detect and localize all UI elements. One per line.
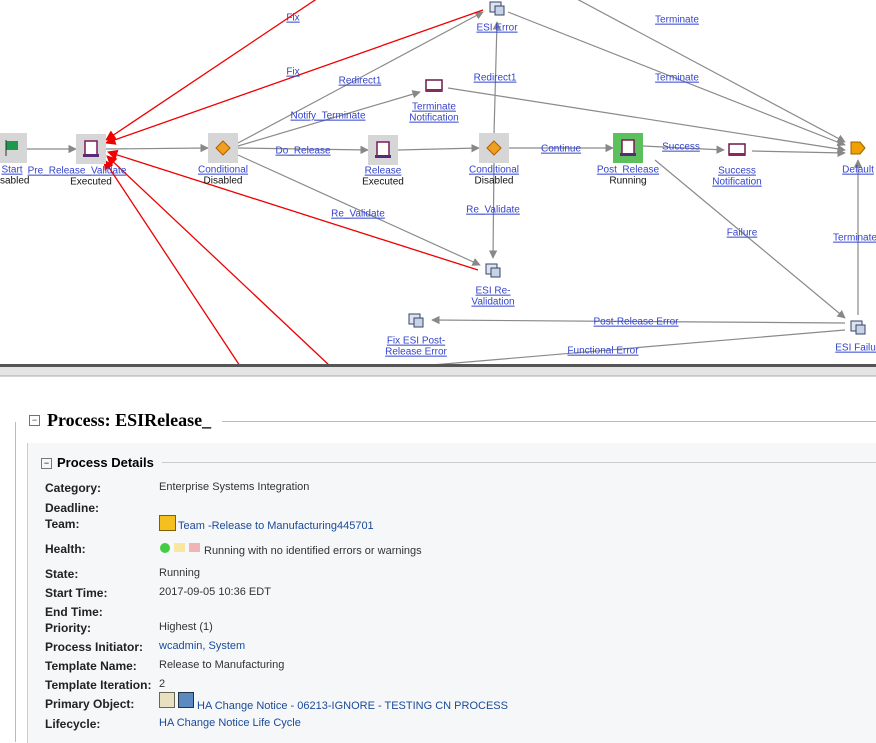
note-base xyxy=(729,153,745,156)
task-icon xyxy=(621,139,635,155)
error-edges xyxy=(103,0,484,367)
node-status: Executed xyxy=(70,177,112,188)
robot-icon2 xyxy=(855,324,866,335)
edge-label[interactable]: Failure xyxy=(727,228,758,239)
node-label[interactable]: Success xyxy=(718,166,756,177)
field-value[interactable]: wcadmin, System xyxy=(159,640,246,652)
field-label: Template Name: xyxy=(45,659,137,673)
field-label: Health: xyxy=(45,542,86,556)
node-label[interactable]: Conditional xyxy=(469,165,519,176)
task-icon xyxy=(376,141,390,157)
node-label[interactable]: Conditional xyxy=(198,165,248,176)
end-icon xyxy=(850,141,866,155)
node-label[interactable]: ESI Failure xyxy=(835,343,876,354)
node-status: Disabled xyxy=(475,176,514,187)
field-label: Category: xyxy=(45,481,102,495)
edge-label[interactable]: Continue xyxy=(541,144,581,155)
edge-label[interactable]: Do_Release xyxy=(275,146,330,157)
field-label: Template Iteration: xyxy=(45,678,152,692)
node-label[interactable]: ESI Error xyxy=(476,23,518,34)
flag-icon xyxy=(6,141,18,150)
edge-label[interactable]: Terminate xyxy=(655,15,699,26)
edge-label[interactable]: Redirect1 xyxy=(339,76,382,87)
cond-icon xyxy=(215,140,231,156)
field-value[interactable]: Team -Release to Manufacturing445701 xyxy=(178,520,374,532)
field-label: State: xyxy=(45,567,79,581)
task-base xyxy=(375,155,391,158)
field-value[interactable]: HA Change Notice Life Cycle xyxy=(159,717,301,729)
robot-icon2 xyxy=(490,267,501,278)
field-value: 2 xyxy=(159,678,166,690)
edge-label[interactable]: Terminate xyxy=(655,73,699,84)
cond-icon xyxy=(486,140,502,156)
node-label[interactable]: ESI Re- xyxy=(475,286,510,297)
node-status: Disabled xyxy=(204,176,243,187)
edge-label[interactable]: Notify_Terminate xyxy=(290,111,365,122)
node-label[interactable]: Release xyxy=(365,166,402,177)
edge-label[interactable]: Re_Validate xyxy=(331,209,385,220)
workflow-diagram: StartDisabledPre_Release_ValidateExecute… xyxy=(0,0,876,377)
field-label: Lifecycle: xyxy=(45,717,101,731)
node-status: Running xyxy=(609,176,646,187)
title-rule xyxy=(222,421,876,422)
field-value[interactable]: HA Change Notice - 06213-IGNORE - TESTIN… xyxy=(197,700,508,712)
field-value: Release to Manufacturing xyxy=(159,659,285,671)
field-label: End Time: xyxy=(45,605,103,619)
field-value: Running xyxy=(159,567,200,579)
edge-label[interactable]: Fix xyxy=(286,67,299,78)
node-status: Disabled xyxy=(0,176,29,187)
edge-label[interactable]: Re_Validate xyxy=(466,205,520,216)
field-value: Running with no identified errors or war… xyxy=(204,545,422,557)
edge-label[interactable]: Fix xyxy=(286,13,299,24)
details-rule xyxy=(162,462,876,463)
divider xyxy=(0,364,876,367)
edge-label[interactable]: Success xyxy=(662,142,700,153)
node-label[interactable]: Notification xyxy=(712,177,761,188)
details-toggle[interactable]: − xyxy=(41,458,52,469)
edge-label[interactable]: Terminate xyxy=(833,233,876,244)
node-label[interactable]: Fix ESI Post- xyxy=(387,336,445,347)
node-label[interactable]: Terminate xyxy=(412,102,456,113)
node-label[interactable]: Release Error xyxy=(385,347,447,358)
edge-label[interactable]: Post-Release Error xyxy=(593,317,679,328)
divider-bar xyxy=(0,367,876,376)
field-value: Enterprise Systems Integration xyxy=(159,481,310,493)
robot-icon2 xyxy=(494,5,505,16)
field-label: Deadline: xyxy=(45,501,100,515)
field-label: Primary Object: xyxy=(45,697,135,711)
process-panel: − Process: ESIRelease_ − Process Details… xyxy=(0,378,876,743)
field-label: Process Initiator: xyxy=(45,640,144,654)
node-label[interactable]: Notification xyxy=(409,113,458,124)
node-status: Executed xyxy=(362,177,404,188)
process-title: Process: ESIRelease_ xyxy=(47,410,212,430)
field-label: Start Time: xyxy=(45,586,108,600)
node-label[interactable]: Start xyxy=(1,165,22,176)
node-label[interactable]: Post_Release xyxy=(597,165,660,176)
field-value: Highest (1) xyxy=(159,621,213,633)
process-frame xyxy=(15,422,876,742)
collapse-toggle[interactable]: − xyxy=(29,415,40,426)
field-label: Team: xyxy=(45,517,80,531)
node-label[interactable]: Pre_Release_Validate xyxy=(28,166,127,177)
details-title: Process Details xyxy=(57,455,154,470)
node-label[interactable]: Validation xyxy=(471,297,514,308)
edge-label[interactable]: Functional Error xyxy=(567,346,639,357)
task-icon xyxy=(84,140,98,156)
task-base xyxy=(83,154,99,157)
edges xyxy=(26,0,863,367)
details-box xyxy=(27,443,876,743)
field-label: Priority: xyxy=(45,621,92,635)
node-label[interactable]: Default xyxy=(842,165,874,176)
task-base xyxy=(620,153,636,156)
robot-icon2 xyxy=(413,317,424,328)
field-value: 2017-09-05 10:36 EDT xyxy=(159,586,271,598)
edge-label[interactable]: Redirect1 xyxy=(474,73,517,84)
note-base xyxy=(426,89,442,92)
